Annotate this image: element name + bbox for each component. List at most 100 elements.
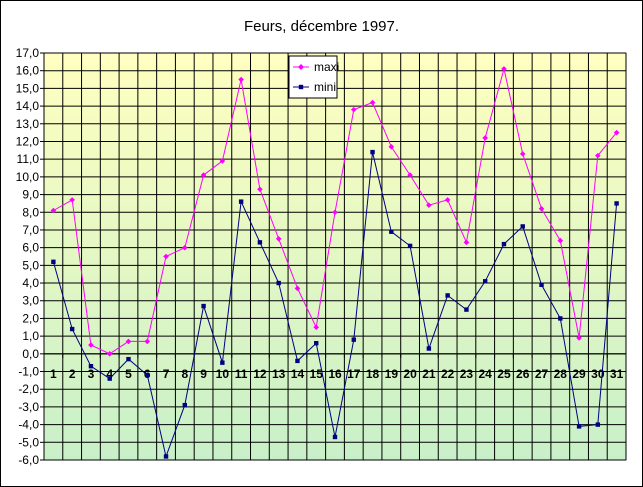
data-point-maxi xyxy=(125,338,132,345)
data-point-mini xyxy=(482,279,488,284)
data-point-mini xyxy=(145,372,150,378)
data-point-maxi xyxy=(294,285,301,292)
x-tick-label: 13 xyxy=(272,367,286,381)
data-point-mini xyxy=(464,307,469,312)
y-tick-label: -1,0 xyxy=(18,365,39,379)
x-tick-label: 7 xyxy=(163,367,170,381)
data-point-maxi xyxy=(369,99,376,106)
x-tick-label: 31 xyxy=(610,367,624,381)
x-tick-label: 22 xyxy=(441,367,455,381)
y-tick-label: 13,0 xyxy=(16,117,40,131)
x-tick-label: 16 xyxy=(328,367,342,381)
legend-label-mini: mini xyxy=(314,80,336,94)
data-point-mini xyxy=(332,434,338,440)
chart-title: Feurs, décembre 1997. xyxy=(243,18,400,35)
data-point-maxi xyxy=(313,324,320,331)
y-tick-label: -3,0 xyxy=(18,400,39,414)
plot-area xyxy=(43,52,627,461)
series-layer xyxy=(50,66,620,459)
y-tick-label: 4,0 xyxy=(22,276,39,290)
y-tick-label: 3,0 xyxy=(22,294,39,308)
data-point-maxi xyxy=(200,172,207,178)
y-tick-label: 16,0 xyxy=(16,64,40,78)
data-point-maxi xyxy=(238,76,244,83)
data-point-mini xyxy=(445,293,450,298)
data-point-mini xyxy=(126,356,131,362)
y-tick-label: 17,0 xyxy=(16,46,40,60)
data-point-mini xyxy=(295,358,300,364)
y-tick-label: 8,0 xyxy=(22,205,39,219)
x-tick-label: 5 xyxy=(125,367,132,381)
data-point-maxi xyxy=(463,239,470,246)
legend-box xyxy=(288,55,338,99)
series-maxi xyxy=(50,66,620,357)
data-point-mini xyxy=(558,316,563,321)
legend: maxi mini xyxy=(288,55,339,99)
x-tick-label: 21 xyxy=(422,367,436,381)
data-point-mini xyxy=(220,360,225,365)
y-tick-label: 10,0 xyxy=(16,170,40,184)
data-point-mini xyxy=(163,454,169,459)
data-point-maxi xyxy=(69,197,75,203)
x-tick-label: 25 xyxy=(497,367,511,381)
x-tick-label: 17 xyxy=(347,367,361,381)
x-tick-label: 10 xyxy=(216,367,230,381)
data-point-maxi xyxy=(350,106,357,113)
data-point-maxi xyxy=(501,66,507,72)
y-tick-label: 5,0 xyxy=(22,258,39,272)
data-point-maxi xyxy=(163,253,169,260)
y-tick-label: -5,0 xyxy=(18,435,39,449)
data-point-mini xyxy=(539,282,544,288)
x-tick-label: 24 xyxy=(479,367,493,381)
data-point-mini xyxy=(276,280,281,286)
y-tick-label: 2,0 xyxy=(22,311,39,325)
series-mini xyxy=(51,149,619,459)
data-point-mini xyxy=(182,402,188,408)
y-tick-label: 7,0 xyxy=(22,223,39,237)
x-tick-label: 1 xyxy=(50,367,57,381)
data-point-mini xyxy=(201,303,206,309)
data-point-mini xyxy=(370,149,375,155)
y-tick-label: 14,0 xyxy=(16,99,40,113)
y-tick-label: 11,0 xyxy=(17,152,40,166)
x-tick-label: 23 xyxy=(460,367,474,381)
data-point-mini xyxy=(614,201,619,206)
data-point-maxi xyxy=(275,236,282,242)
x-axis: 1234567891011121314151617181920212223242… xyxy=(43,353,626,381)
data-point-mini xyxy=(257,240,263,245)
data-point-mini xyxy=(314,341,319,346)
data-point-mini xyxy=(238,199,244,204)
data-point-maxi xyxy=(50,207,57,214)
x-tick-label: 19 xyxy=(385,367,399,381)
data-point-maxi xyxy=(332,209,338,216)
legend-label-maxi: maxi xyxy=(314,60,339,74)
x-tick-label: 29 xyxy=(572,367,586,381)
data-point-maxi xyxy=(538,205,545,212)
data-point-maxi xyxy=(444,197,451,203)
data-point-mini xyxy=(407,243,413,249)
x-tick-label: 8 xyxy=(181,367,188,381)
data-point-maxi xyxy=(88,342,94,348)
data-point-maxi xyxy=(595,152,601,159)
x-tick-label: 3 xyxy=(88,367,95,381)
data-point-maxi xyxy=(426,202,432,208)
x-tick-label: 28 xyxy=(554,367,568,381)
x-tick-label: 9 xyxy=(200,367,207,381)
x-tick-label: 14 xyxy=(291,367,305,381)
data-point-mini xyxy=(351,337,356,342)
data-point-maxi xyxy=(557,237,564,244)
x-tick-label: 12 xyxy=(253,367,267,381)
data-point-maxi xyxy=(613,129,620,136)
data-point-maxi xyxy=(182,244,188,251)
x-tick-label: 26 xyxy=(516,367,530,381)
y-tick-label: 12,0 xyxy=(16,134,40,148)
data-point-maxi xyxy=(576,335,582,341)
data-point-mini xyxy=(426,346,432,351)
data-point-mini xyxy=(520,224,525,229)
data-point-maxi xyxy=(407,172,413,178)
y-tick-label: -2,0 xyxy=(18,382,39,396)
data-point-maxi xyxy=(519,151,526,157)
x-tick-label: 2 xyxy=(69,367,76,381)
y-tick-label: 9,0 xyxy=(22,188,39,202)
